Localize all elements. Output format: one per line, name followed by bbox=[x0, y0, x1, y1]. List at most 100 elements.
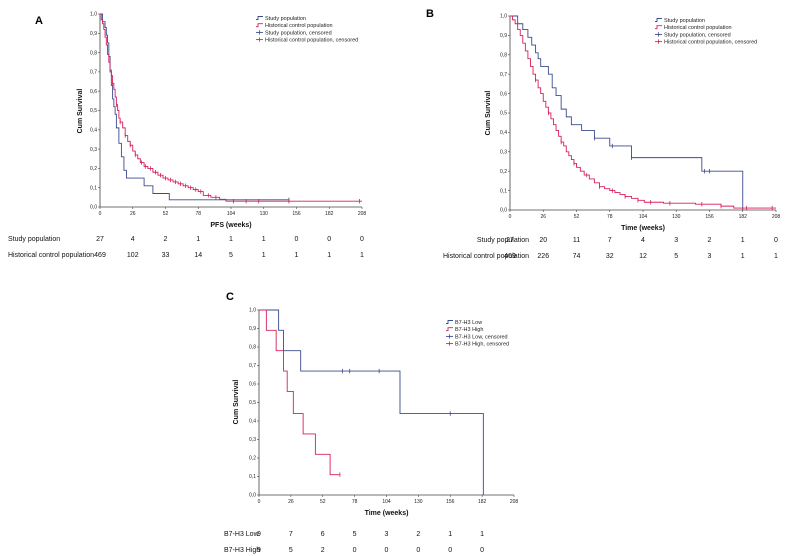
panel-letter: B bbox=[426, 8, 434, 20]
risk-value: 1 bbox=[480, 531, 484, 538]
y-tick-label: 0,7 bbox=[90, 70, 97, 76]
y-tick-label: 0,8 bbox=[249, 345, 256, 351]
y-tick-label: 0,2 bbox=[500, 169, 507, 175]
risk-value: 1 bbox=[229, 236, 233, 243]
survival-curve-historical-control-population bbox=[510, 15, 776, 209]
x-tick-label: 208 bbox=[510, 499, 519, 505]
risk-value: 20 bbox=[539, 237, 547, 244]
risk-value: 226 bbox=[537, 253, 549, 260]
risk-value: 0 bbox=[295, 236, 299, 243]
risk-value: 1 bbox=[774, 253, 778, 260]
x-tick-label: 104 bbox=[227, 211, 236, 217]
y-tick-label: 0,1 bbox=[249, 474, 256, 480]
risk-value: 4 bbox=[131, 236, 135, 243]
y-tick-label: 0,2 bbox=[249, 456, 256, 462]
x-tick-label: 78 bbox=[607, 214, 613, 220]
survival-curve-b7-h3-high bbox=[259, 309, 340, 476]
risk-row-label: Historical control population bbox=[8, 252, 94, 259]
x-axis-title: PFS (weeks) bbox=[210, 222, 251, 229]
legend-label: Historical control population, censored bbox=[664, 40, 757, 46]
legend-line-swatch bbox=[655, 25, 662, 30]
survival-curve-historical-control-population bbox=[100, 13, 362, 202]
risk-value: 3 bbox=[385, 531, 389, 538]
risk-value: 2 bbox=[708, 237, 712, 244]
risk-value: 1 bbox=[196, 236, 200, 243]
y-tick-label: 0,8 bbox=[500, 53, 507, 59]
x-tick-label: 130 bbox=[414, 499, 423, 505]
risk-value: 0 bbox=[353, 547, 357, 554]
x-axis-title: Time (weeks) bbox=[365, 510, 409, 517]
risk-row-label: Study population bbox=[8, 236, 60, 243]
risk-value: 33 bbox=[162, 252, 170, 259]
x-tick-label: 182 bbox=[739, 214, 748, 220]
risk-value: 1 bbox=[741, 237, 745, 244]
risk-row-label: B7-H3 High bbox=[224, 547, 260, 554]
y-tick-label: 0,5 bbox=[90, 108, 97, 114]
risk-value: 6 bbox=[321, 531, 325, 538]
x-tick-label: 182 bbox=[478, 499, 487, 505]
risk-value: 14 bbox=[194, 252, 202, 259]
y-tick-label: 1,0 bbox=[90, 12, 97, 18]
legend-label: B7-H3 Low, censored bbox=[455, 334, 508, 340]
x-tick-label: 0 bbox=[258, 499, 261, 505]
risk-value: 9 bbox=[257, 547, 261, 554]
y-tick-label: 1,0 bbox=[500, 14, 507, 20]
risk-value: 2 bbox=[416, 531, 420, 538]
risk-value: 0 bbox=[448, 547, 452, 554]
y-tick-label: 0,1 bbox=[90, 185, 97, 191]
risk-value: 27 bbox=[506, 237, 514, 244]
risk-value: 0 bbox=[360, 236, 364, 243]
risk-value: 0 bbox=[774, 237, 778, 244]
risk-value: 5 bbox=[289, 547, 293, 554]
x-tick-label: 52 bbox=[574, 214, 580, 220]
risk-value: 1 bbox=[360, 252, 364, 259]
risk-value: 1 bbox=[262, 252, 266, 259]
risk-value: 5 bbox=[674, 253, 678, 260]
x-tick-label: 208 bbox=[358, 211, 367, 217]
legend-line-swatch bbox=[446, 327, 453, 332]
risk-value: 74 bbox=[573, 253, 581, 260]
legend-label: B7-H3 Low bbox=[455, 320, 482, 326]
panel-b: B0,00,10,20,30,40,50,60,70,80,91,00 26 52 7… bbox=[426, 8, 780, 260]
y-tick-label: 0,6 bbox=[500, 91, 507, 97]
risk-value: 5 bbox=[229, 252, 233, 259]
legend-label: Historical control population bbox=[664, 25, 732, 31]
y-tick-label: 0,6 bbox=[249, 382, 256, 388]
y-axis-title: Cum Survival bbox=[485, 91, 492, 136]
y-tick-label: 0,3 bbox=[90, 147, 97, 153]
legend-label: Study population bbox=[265, 16, 306, 22]
panel-letter: C bbox=[226, 291, 234, 303]
x-tick-label: 182 bbox=[325, 211, 334, 217]
y-tick-label: 1,0 bbox=[249, 308, 256, 314]
y-tick-label: 0,0 bbox=[90, 205, 97, 211]
risk-value: 469 bbox=[504, 253, 516, 260]
survival-curve-study-population bbox=[100, 13, 289, 201]
x-tick-label: 0 bbox=[99, 211, 102, 217]
risk-value: 1 bbox=[262, 236, 266, 243]
y-tick-label: 0,9 bbox=[90, 31, 97, 37]
risk-value: 4 bbox=[641, 237, 645, 244]
x-tick-label: 78 bbox=[195, 211, 201, 217]
y-tick-label: 0,4 bbox=[90, 128, 97, 134]
risk-value: 27 bbox=[96, 236, 104, 243]
panel-c: C0,00,10,20,30,40,50,60,70,80,91,00 26 52 7… bbox=[224, 291, 518, 554]
risk-value: 0 bbox=[416, 547, 420, 554]
x-axis-title: Time (weeks) bbox=[621, 225, 665, 232]
x-tick-label: 26 bbox=[540, 214, 546, 220]
legend-label: Study population bbox=[664, 18, 705, 24]
x-tick-label: 78 bbox=[352, 499, 358, 505]
survival-curve-study-population bbox=[510, 15, 744, 210]
risk-value: 12 bbox=[639, 253, 647, 260]
risk-value: 7 bbox=[608, 237, 612, 244]
risk-value: 3 bbox=[708, 253, 712, 260]
legend-label: Study population, censored bbox=[265, 30, 332, 36]
risk-row-label: B7-H3 Low bbox=[224, 531, 260, 538]
y-tick-label: 0,6 bbox=[90, 89, 97, 95]
legend-line-swatch bbox=[256, 16, 263, 20]
legend-line-swatch bbox=[446, 320, 453, 324]
risk-value: 102 bbox=[127, 252, 139, 259]
risk-value: 2 bbox=[164, 236, 168, 243]
x-tick-label: 156 bbox=[292, 211, 301, 217]
x-tick-label: 156 bbox=[705, 214, 714, 220]
